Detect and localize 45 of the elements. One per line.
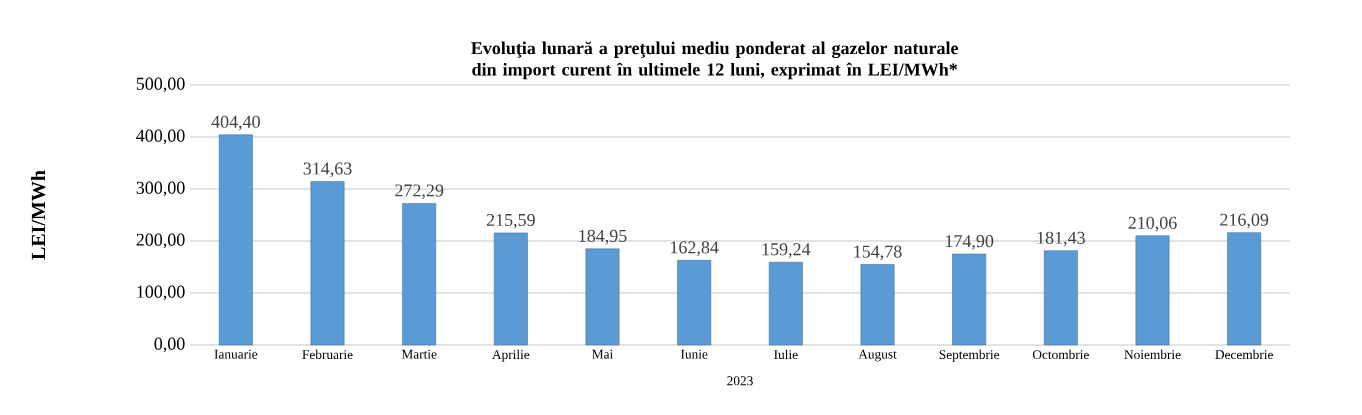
bar — [310, 181, 345, 346]
x-tick-label: August — [858, 349, 897, 362]
x-tick-label: Iulie — [774, 349, 798, 360]
x-tick-label: Noiembrie — [1124, 349, 1181, 360]
data-label: 162,84 — [671, 241, 719, 257]
data-label: 159,24 — [762, 243, 811, 258]
x-tick-label: Ianuarie — [214, 349, 258, 359]
data-label: 181,43 — [1037, 231, 1085, 247]
x-tick-label: Septembrie — [939, 349, 1000, 362]
data-label: 314,63 — [303, 162, 352, 178]
bar — [860, 264, 895, 346]
bar — [218, 134, 253, 346]
y-tick-label: 500,00 — [136, 77, 185, 93]
bar — [493, 232, 528, 346]
data-label: 404,40 — [211, 115, 260, 131]
y-tick-label: 400,00 — [136, 129, 185, 145]
bar — [1135, 235, 1170, 346]
data-label: 154,78 — [854, 245, 902, 261]
bar — [1043, 250, 1078, 346]
data-label: 272,29 — [395, 184, 444, 200]
bar — [952, 253, 987, 346]
data-label: 216,09 — [1220, 213, 1269, 229]
bar — [768, 261, 803, 346]
y-tick-label: 0,00 — [154, 337, 185, 353]
bar — [677, 260, 712, 346]
bar — [1227, 232, 1262, 346]
data-label: 210,06 — [1128, 216, 1177, 232]
y-tick-label: 200,00 — [136, 233, 185, 249]
y-tick-label: 100,00 — [137, 285, 185, 301]
data-label: 174,90 — [946, 235, 994, 250]
x-tick-label: Aprilie — [492, 349, 530, 362]
x-tick-label: Iunie — [680, 349, 708, 359]
x-axis-title: 2023 — [727, 376, 753, 386]
x-tick-label: Mai — [592, 349, 613, 359]
y-tick-label: 300,00 — [136, 181, 185, 197]
bar — [585, 248, 620, 346]
x-tick-label: Martie — [401, 349, 437, 359]
x-tick-label: Decembrie — [1215, 349, 1273, 360]
x-tick-label: Octombrie — [1032, 349, 1089, 360]
data-label: 184,95 — [579, 229, 627, 245]
x-tick-label: Februarie — [302, 349, 353, 360]
y-axis-title: LEI/MWh — [31, 170, 46, 260]
chart-title: Evoluţia lunară a preţului mediu ponderat al gazelor naturale din import curent în ultimele 12 luni, exprimat în LEI/MWh* — [471, 41, 959, 80]
bar — [402, 203, 437, 346]
data-label: 215,59 — [486, 213, 535, 229]
